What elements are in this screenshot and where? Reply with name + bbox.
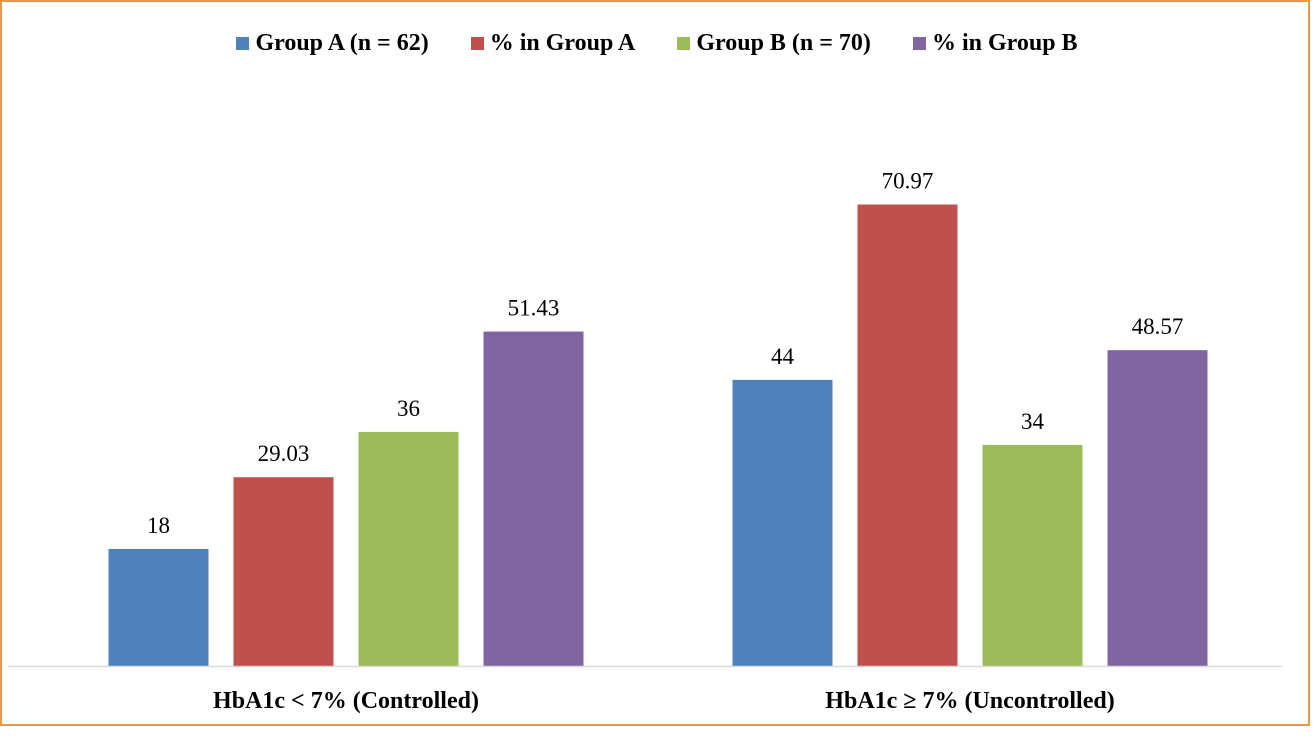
data-label-group-a-uncontrolled: 44: [771, 344, 795, 369]
data-label-group-b-uncontrolled: 34: [1021, 409, 1045, 434]
bar-pct-group-b-controlled: [483, 331, 584, 666]
bar-pct-group-a-controlled: [233, 477, 334, 666]
data-label-pct-group-b-uncontrolled: 48.57: [1132, 314, 1184, 339]
legend-label-pct-group-a: % in Group A: [489, 30, 636, 56]
legend-label-group-b: Group B (n = 70): [696, 30, 871, 56]
legend-label-pct-group-b: % in Group B: [931, 30, 1078, 56]
bar-group-b-uncontrolled: [982, 444, 1083, 666]
legend-item-group-a: Group A (n = 62): [236, 30, 429, 57]
bar-pct-group-a-uncontrolled: [857, 204, 958, 666]
category-label-controlled: HbA1c < 7% (Controlled): [213, 688, 479, 714]
legend-label-group-a: Group A (n = 62): [255, 30, 429, 56]
legend-swatch-pct-group-a: [470, 37, 484, 50]
data-label-pct-group-a-uncontrolled: 70.97: [882, 169, 934, 194]
bar-group-a-controlled: [108, 548, 209, 666]
legend-swatch-group-a: [236, 37, 250, 50]
legend-swatch-group-b: [677, 37, 691, 50]
data-label-group-a-controlled: 18: [147, 513, 170, 538]
chart-legend: Group A (n = 62) % in Group A Group B (n…: [2, 30, 1312, 57]
category-label-uncontrolled: HbA1c ≥ 7% (Uncontrolled): [825, 688, 1114, 714]
data-label-pct-group-b-controlled: 51.43: [508, 296, 560, 321]
legend-item-group-b: Group B (n = 70): [677, 30, 871, 57]
bar-group-b-controlled: [358, 431, 459, 666]
legend-item-pct-group-a: % in Group A: [470, 30, 636, 57]
data-label-group-b-controlled: 36: [397, 396, 420, 421]
legend-swatch-pct-group-b: [912, 37, 926, 50]
legend-item-pct-group-b: % in Group B: [912, 30, 1078, 57]
bar-pct-group-b-uncontrolled: [1107, 350, 1208, 666]
data-label-pct-group-a-controlled: 29.03: [258, 441, 310, 466]
bar-group-a-uncontrolled: [732, 379, 833, 666]
bar-group: 18 29.03 36 51.43 44 70.97 34 48.57: [108, 169, 1208, 666]
